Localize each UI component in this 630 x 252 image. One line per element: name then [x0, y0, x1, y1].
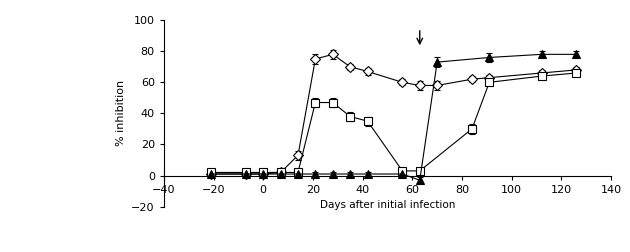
Y-axis label: % inhibition: % inhibition — [116, 80, 126, 146]
X-axis label: Days after initial infection: Days after initial infection — [320, 200, 455, 210]
